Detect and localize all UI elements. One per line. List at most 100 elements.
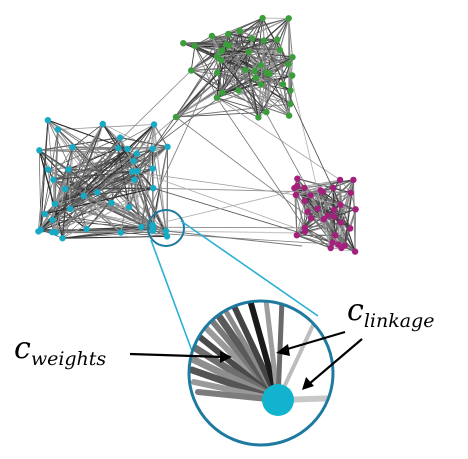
intra-cluster-edge [337, 228, 351, 245]
cyan-node [124, 145, 131, 153]
green-node [263, 108, 270, 116]
zoom-edge [263, 301, 281, 403]
intra-cluster-edge [295, 179, 341, 196]
intra-cluster-edge [322, 191, 335, 211]
intra-cluster-edge [295, 194, 356, 253]
intra-cluster-edge [175, 103, 291, 118]
intra-cluster-edge [334, 204, 341, 236]
cyan-node [115, 145, 122, 152]
magenta-node [335, 241, 342, 248]
intra-cluster-edge [132, 171, 154, 189]
zoom-edge [247, 301, 281, 403]
intra-cluster-edge [68, 169, 88, 230]
intra-cluster-edge [262, 18, 284, 85]
cyan-node [65, 166, 72, 173]
inter-cluster-edge [175, 116, 356, 252]
cyan-node [150, 185, 157, 192]
cyan-node [94, 189, 101, 196]
linkage-label: clinkage [347, 293, 434, 332]
green-node [289, 54, 296, 61]
intra-cluster-edge [211, 35, 218, 57]
weights-label-subscript: weights [31, 348, 107, 370]
cyan-node [51, 200, 59, 208]
magenta-node [331, 213, 338, 220]
inter-cluster-edge [228, 45, 339, 245]
green-node [223, 41, 230, 48]
focus-node [262, 384, 294, 416]
green-node [274, 36, 281, 43]
intra-cluster-edge [228, 33, 264, 42]
intra-cluster-edge [37, 124, 155, 232]
intra-cluster-edge [102, 123, 153, 149]
magenta-node [301, 224, 309, 232]
intra-cluster-edge [38, 150, 64, 239]
intra-cluster-edge [191, 70, 284, 85]
magenta-node [347, 189, 354, 196]
intra-cluster-edge [55, 169, 69, 233]
green-node [225, 30, 232, 38]
inter-cluster-edge [216, 97, 341, 181]
cyan-node [41, 210, 48, 218]
weights-label: cweights [14, 331, 106, 370]
intra-cluster-edge [245, 69, 284, 85]
intra-cluster-edge [72, 146, 142, 228]
intra-cluster-edge [194, 45, 218, 98]
magenta-node [347, 225, 354, 232]
intra-cluster-edge [316, 208, 333, 243]
intra-cluster-edge [221, 49, 259, 118]
graph-nodes [35, 14, 359, 255]
cyan-node [108, 199, 115, 207]
intra-cluster-edge [47, 120, 85, 196]
magenta-node [337, 201, 344, 208]
cyan-node [83, 225, 90, 233]
green-node [248, 35, 256, 42]
intra-cluster-edge [217, 72, 291, 105]
zoom-inset-ring [187, 299, 335, 447]
green-node [276, 46, 283, 54]
intra-cluster-edge [175, 51, 250, 118]
green-node [235, 87, 242, 94]
inter-cluster-edge [132, 171, 296, 196]
cyan-node [54, 126, 62, 133]
intra-cluster-edge [62, 232, 121, 239]
magenta-node [307, 192, 314, 199]
green-node [287, 100, 294, 108]
green-node [213, 53, 221, 60]
intra-cluster-edge [38, 150, 54, 180]
magenta-node [294, 175, 301, 182]
inter-cluster-edge [165, 230, 301, 234]
intra-cluster-edge [296, 200, 306, 236]
intra-cluster-edge [40, 120, 49, 230]
intra-cluster-edge [136, 124, 155, 154]
intra-cluster-edge [216, 38, 278, 58]
zoom-connector-right [180, 220, 319, 317]
green-node [285, 60, 292, 68]
green-node [279, 81, 287, 88]
intra-cluster-edge [354, 209, 357, 252]
cyan-node [149, 227, 157, 234]
intra-cluster-edge [83, 124, 155, 197]
magenta-node [293, 232, 300, 239]
inter-cluster-edge [86, 17, 263, 230]
intra-cluster-edge [216, 97, 259, 118]
linkage-arrow-upper [276, 330, 346, 356]
intra-cluster-edge [296, 178, 306, 202]
intra-cluster-edge [153, 124, 167, 232]
cyan-node [149, 145, 156, 152]
magenta-node [293, 182, 301, 190]
intra-cluster-edge [226, 17, 263, 45]
green-node [242, 66, 249, 74]
green-node [218, 48, 225, 55]
intra-cluster-edge [295, 194, 341, 206]
intra-cluster-edge [39, 149, 69, 170]
green-node [180, 40, 187, 47]
green-node [214, 69, 221, 76]
cyan-node [61, 185, 69, 193]
green-node [255, 114, 262, 121]
graph-edges [37, 17, 357, 253]
green-node [245, 48, 252, 56]
intra-cluster-edge [216, 56, 290, 116]
intra-cluster-edge [288, 18, 294, 58]
cyan-node [69, 144, 76, 151]
intra-cluster-edge [216, 56, 267, 113]
